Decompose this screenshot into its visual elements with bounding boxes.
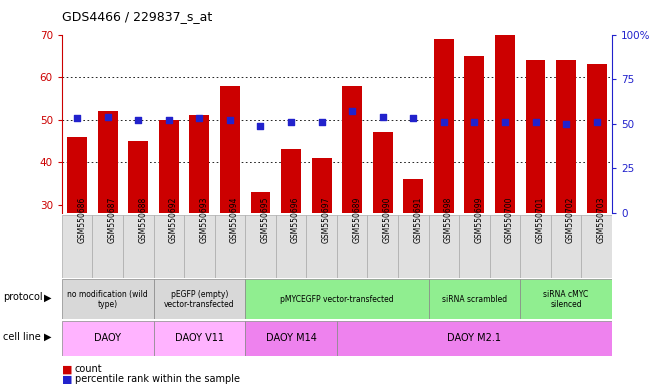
Point — [255, 122, 266, 129]
Text: GSM550701: GSM550701 — [536, 197, 544, 243]
Text: DAOY: DAOY — [94, 333, 121, 344]
Bar — [220, 86, 240, 332]
Text: percentile rank within the sample: percentile rank within the sample — [75, 374, 240, 384]
Bar — [62, 215, 92, 278]
Bar — [307, 215, 337, 278]
Bar — [459, 215, 490, 278]
Text: siRNA scrambled: siRNA scrambled — [442, 295, 507, 304]
Text: protocol: protocol — [3, 292, 43, 302]
Bar — [312, 158, 331, 332]
Text: GSM550700: GSM550700 — [505, 197, 514, 243]
Bar — [342, 86, 362, 332]
Bar — [373, 132, 393, 332]
Point — [102, 114, 113, 120]
Bar — [128, 141, 148, 332]
Bar — [587, 65, 607, 332]
Bar — [464, 56, 484, 332]
Text: GSM550690: GSM550690 — [383, 197, 392, 243]
Bar — [245, 321, 337, 356]
Bar — [520, 279, 612, 319]
Text: no modification (wild
type): no modification (wild type) — [67, 290, 148, 309]
Text: GSM550694: GSM550694 — [230, 197, 239, 243]
Text: pMYCEGFP vector-transfected: pMYCEGFP vector-transfected — [280, 295, 394, 304]
Point — [72, 116, 82, 122]
Point — [378, 114, 388, 120]
Bar — [154, 279, 245, 319]
Text: GSM550686: GSM550686 — [77, 197, 86, 243]
Point — [500, 119, 510, 125]
Bar — [551, 215, 581, 278]
Point — [531, 119, 541, 125]
Point — [286, 119, 296, 125]
Text: GSM550695: GSM550695 — [260, 197, 270, 243]
Point — [194, 116, 204, 122]
Bar — [67, 137, 87, 332]
Point — [469, 119, 480, 125]
Bar — [62, 279, 154, 319]
Bar — [495, 35, 515, 332]
Text: GSM550697: GSM550697 — [322, 197, 331, 243]
Bar — [520, 215, 551, 278]
Bar — [428, 279, 520, 319]
Text: cell line: cell line — [3, 332, 41, 342]
Text: pEGFP (empty)
vector-transfected: pEGFP (empty) vector-transfected — [164, 290, 234, 309]
Text: ▶: ▶ — [44, 292, 51, 302]
Bar — [123, 215, 154, 278]
Bar — [337, 215, 367, 278]
Text: GSM550687: GSM550687 — [107, 197, 117, 243]
Bar — [154, 321, 245, 356]
Text: GSM550689: GSM550689 — [352, 197, 361, 243]
Bar — [159, 119, 179, 332]
Text: GSM550688: GSM550688 — [138, 197, 147, 243]
Bar — [245, 215, 276, 278]
Bar — [404, 179, 423, 332]
Point — [133, 117, 143, 123]
Bar — [281, 149, 301, 332]
Bar — [581, 215, 612, 278]
Bar — [245, 279, 428, 319]
Bar — [251, 192, 270, 332]
Bar — [184, 215, 215, 278]
Text: GSM550691: GSM550691 — [413, 197, 422, 243]
Text: count: count — [75, 364, 102, 374]
Bar — [215, 215, 245, 278]
Point — [163, 117, 174, 123]
Text: DAOY V11: DAOY V11 — [175, 333, 224, 344]
Text: GSM550699: GSM550699 — [475, 197, 484, 243]
Text: DAOY M14: DAOY M14 — [266, 333, 316, 344]
Point — [408, 116, 419, 122]
Point — [592, 119, 602, 125]
Text: DAOY M2.1: DAOY M2.1 — [447, 333, 501, 344]
Point — [225, 117, 235, 123]
Bar — [92, 215, 123, 278]
Bar — [428, 215, 459, 278]
Bar — [154, 215, 184, 278]
Bar — [556, 60, 576, 332]
Text: ■: ■ — [62, 364, 72, 374]
Text: GSM550703: GSM550703 — [597, 197, 605, 243]
Bar — [367, 215, 398, 278]
Text: GSM550693: GSM550693 — [199, 197, 208, 243]
Text: GSM550698: GSM550698 — [444, 197, 453, 243]
Point — [316, 119, 327, 125]
Bar — [490, 215, 520, 278]
Text: GSM550692: GSM550692 — [169, 197, 178, 243]
Bar — [98, 111, 118, 332]
Bar — [525, 60, 546, 332]
Bar — [434, 39, 454, 332]
Bar — [189, 115, 210, 332]
Text: GDS4466 / 229837_s_at: GDS4466 / 229837_s_at — [62, 10, 212, 23]
Point — [347, 108, 357, 114]
Text: GSM550696: GSM550696 — [291, 197, 300, 243]
Bar — [62, 321, 154, 356]
Bar — [276, 215, 307, 278]
Text: GSM550702: GSM550702 — [566, 197, 575, 243]
Text: ■: ■ — [62, 374, 72, 384]
Bar — [337, 321, 612, 356]
Bar — [398, 215, 428, 278]
Point — [561, 121, 572, 127]
Text: siRNA cMYC
silenced: siRNA cMYC silenced — [544, 290, 589, 309]
Point — [439, 119, 449, 125]
Text: ▶: ▶ — [44, 332, 51, 342]
